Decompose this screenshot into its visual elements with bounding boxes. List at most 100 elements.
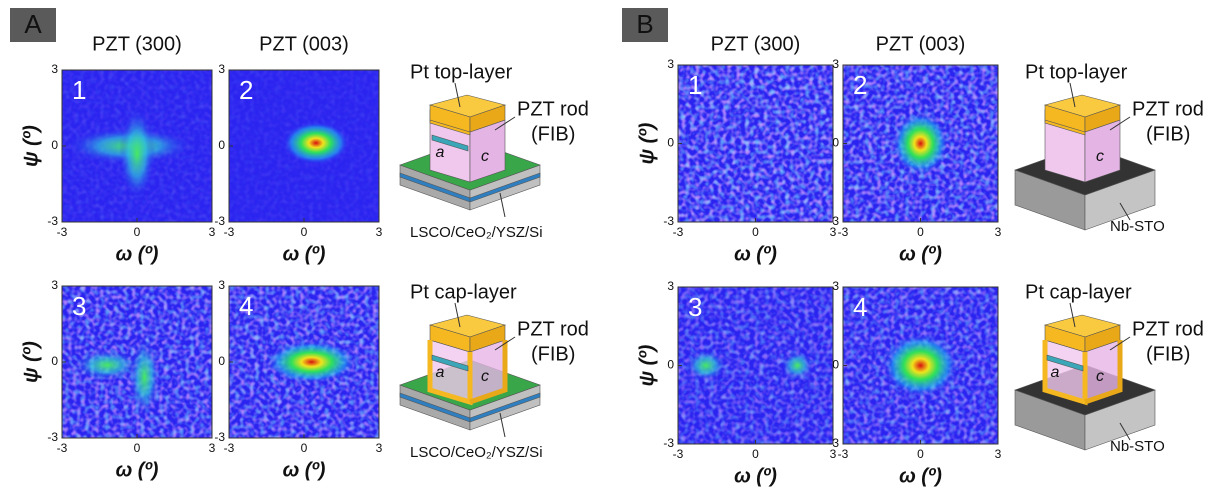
x-axis-label: ω (º) bbox=[734, 465, 777, 487]
map-number: 1 bbox=[72, 75, 86, 105]
layer-label: Pt top-layer bbox=[1025, 61, 1128, 83]
column-title: PZT (003) bbox=[876, 33, 966, 55]
heatmap-peak bbox=[267, 341, 357, 384]
heatmap-peak bbox=[883, 334, 957, 397]
x-tick-label: -3 bbox=[57, 225, 68, 239]
face-label: c bbox=[481, 148, 489, 165]
rod-note: (FIB) bbox=[1146, 343, 1190, 365]
y-tick-label: 0 bbox=[51, 354, 58, 368]
map-number: 3 bbox=[72, 291, 86, 321]
y-tick-label: 0 bbox=[667, 358, 674, 372]
y-tick-label: 0 bbox=[218, 138, 225, 152]
rod-label: PZT rod bbox=[1132, 318, 1204, 340]
face-label: a bbox=[436, 364, 445, 381]
heatmap-peak bbox=[119, 108, 155, 199]
y-tick-label: 3 bbox=[51, 278, 58, 292]
x-tick-label: 0 bbox=[134, 441, 141, 455]
x-tick-label: 3 bbox=[376, 225, 383, 239]
x-axis-label: ω (º) bbox=[116, 459, 159, 481]
y-tick-label: -3 bbox=[214, 214, 225, 228]
y-tick-label: -3 bbox=[47, 214, 58, 228]
x-axis-label: ω (º) bbox=[283, 243, 326, 265]
heatmap-peak bbox=[893, 112, 949, 175]
y-tick-label: -3 bbox=[663, 436, 674, 450]
y-tick-label: 3 bbox=[832, 279, 839, 293]
map-number: 2 bbox=[239, 75, 253, 105]
y-tick-label: -3 bbox=[214, 430, 225, 444]
x-axis-label: ω (º) bbox=[734, 243, 777, 265]
x-tick-label: -3 bbox=[224, 225, 235, 239]
face-label: c bbox=[1096, 148, 1104, 165]
substrate-label: Nb-STO bbox=[1110, 438, 1165, 455]
x-axis-label: ω (º) bbox=[899, 243, 942, 265]
x-tick-label: 0 bbox=[301, 441, 308, 455]
y-tick-label: -3 bbox=[828, 436, 839, 450]
figure: APZT (300)PZT (003)1-3-30033ω (º)ψ (º)2-… bbox=[0, 0, 1223, 498]
map-number: 3 bbox=[688, 292, 702, 322]
y-axis-label: ψ (º) bbox=[20, 125, 42, 167]
y-axis-label: ψ (º) bbox=[636, 122, 658, 164]
map-number: 4 bbox=[239, 291, 253, 321]
panel-label: B bbox=[636, 9, 653, 39]
y-tick-label: 0 bbox=[51, 138, 58, 152]
y-tick-label: 0 bbox=[832, 136, 839, 150]
column-title: PZT (003) bbox=[259, 33, 349, 55]
rod-note: (FIB) bbox=[531, 343, 575, 365]
x-tick-label: -3 bbox=[673, 225, 684, 239]
layer-label: Pt top-layer bbox=[410, 61, 513, 83]
y-tick-label: 0 bbox=[218, 354, 225, 368]
x-axis-label: ω (º) bbox=[116, 243, 159, 265]
rod-label: PZT rod bbox=[517, 318, 589, 340]
x-tick-label: -3 bbox=[224, 441, 235, 455]
y-tick-label: 3 bbox=[218, 62, 225, 76]
face-label: c bbox=[1096, 368, 1104, 385]
y-tick-label: 3 bbox=[218, 278, 225, 292]
x-tick-label: 0 bbox=[917, 225, 924, 239]
panel-label: A bbox=[24, 9, 42, 39]
y-tick-label: -3 bbox=[47, 430, 58, 444]
heatmap-peak bbox=[686, 350, 726, 381]
face-label: c bbox=[481, 368, 489, 385]
substrate-label: Nb-STO bbox=[1110, 218, 1165, 235]
heatmap-peak bbox=[130, 339, 160, 415]
x-tick-label: 0 bbox=[752, 225, 759, 239]
map-number: 4 bbox=[853, 292, 867, 322]
substrate-label: LSCO/CeO₂/YSZ/Si bbox=[410, 444, 543, 461]
y-tick-label: -3 bbox=[828, 214, 839, 228]
x-tick-label: 0 bbox=[917, 447, 924, 461]
y-axis-label: ψ (º) bbox=[20, 341, 42, 383]
y-tick-label: 0 bbox=[667, 136, 674, 150]
x-tick-label: 3 bbox=[995, 447, 1002, 461]
map-number: 2 bbox=[853, 70, 867, 100]
x-tick-label: -3 bbox=[673, 447, 684, 461]
x-axis-label: ω (º) bbox=[283, 459, 326, 481]
map-number: 1 bbox=[688, 70, 702, 100]
rod-note: (FIB) bbox=[531, 123, 575, 145]
x-tick-label: 0 bbox=[752, 447, 759, 461]
y-tick-label: 3 bbox=[667, 279, 674, 293]
column-title: PZT (300) bbox=[711, 33, 801, 55]
layer-label: Pt cap-layer bbox=[410, 281, 517, 303]
x-tick-label: 3 bbox=[376, 441, 383, 455]
heatmap-peak bbox=[782, 351, 813, 379]
heatmap-peak bbox=[283, 122, 349, 165]
face-label: a bbox=[1051, 364, 1060, 381]
layer-label: Pt cap-layer bbox=[1025, 281, 1132, 303]
x-tick-label: -3 bbox=[57, 441, 68, 455]
x-tick-label: 0 bbox=[301, 225, 308, 239]
face-label: a bbox=[436, 144, 445, 161]
substrate-label: LSCO/CeO₂/YSZ/Si bbox=[410, 224, 543, 241]
rod-label: PZT rod bbox=[517, 98, 589, 120]
column-title: PZT (300) bbox=[92, 33, 182, 55]
y-tick-label: 0 bbox=[832, 358, 839, 372]
rod-note: (FIB) bbox=[1146, 123, 1190, 145]
x-axis-label: ω (º) bbox=[899, 465, 942, 487]
sample-diagram: a c Pt cap-layerPZT rod (FIB) Nb-STO bbox=[1015, 281, 1204, 455]
x-tick-label: 0 bbox=[134, 225, 141, 239]
x-tick-label: -3 bbox=[838, 447, 849, 461]
y-tick-label: 3 bbox=[51, 62, 58, 76]
rod-label: PZT rod bbox=[1132, 98, 1204, 120]
